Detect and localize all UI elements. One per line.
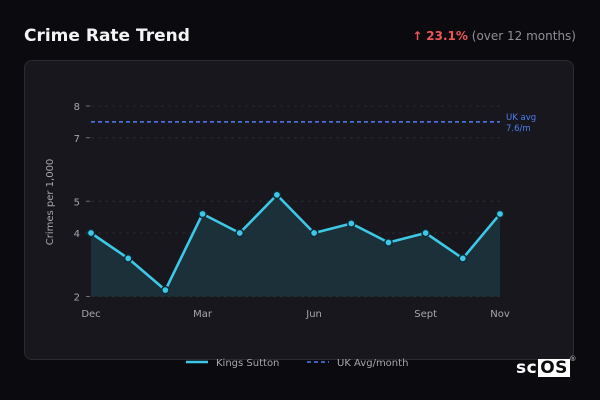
- x-tick-label-jun: Jun: [305, 309, 322, 320]
- legend: Kings Sutton UK Avg/month: [186, 358, 408, 369]
- data-point-dec[interactable]: [86, 228, 96, 238]
- uk-avg-label: UK avg: [506, 113, 536, 123]
- change-period: (over 12 months): [471, 29, 576, 43]
- scos-logo: sc OS ®: [516, 355, 576, 378]
- data-point-jan[interactable]: [123, 254, 133, 263]
- data-point-may[interactable]: [272, 190, 282, 200]
- chart-title: Crime Rate Trend: [24, 26, 190, 46]
- legend-label-uk-avg[interactable]: UK Avg/month: [337, 358, 408, 369]
- y-tick-label-2: 2: [74, 293, 80, 304]
- change-indicator: ↑ 23.1% (over 12 months): [412, 29, 576, 43]
- data-point-aug[interactable]: [384, 238, 393, 247]
- series-line-kings-sutton: [90, 193, 501, 292]
- data-point-feb[interactable]: [161, 285, 170, 295]
- data-point-apr[interactable]: [235, 228, 245, 238]
- data-point-sept[interactable]: [421, 228, 430, 238]
- data-point-oct[interactable]: [458, 254, 468, 263]
- x-tick-label-mar: Mar: [193, 309, 213, 320]
- y-tick-label-7: 7: [74, 134, 80, 145]
- logo-prefix: sc: [516, 358, 538, 378]
- data-point-jul[interactable]: [346, 219, 356, 228]
- x-tick-label-nov: Nov: [490, 309, 510, 320]
- y-axis-label: Crimes per 1,000: [45, 159, 56, 246]
- registered-mark: ®: [569, 355, 577, 363]
- data-point-nov[interactable]: [495, 209, 505, 219]
- x-tick-label-sept: Sept: [414, 309, 437, 320]
- chart-card: [24, 60, 574, 360]
- series-area-fill: [91, 194, 500, 297]
- legend-label-kings-sutton[interactable]: Kings Sutton: [216, 358, 279, 369]
- trend-up-icon: ↑: [412, 29, 423, 43]
- y-tick-label-4: 4: [74, 229, 80, 240]
- y-tick-label-5: 5: [74, 197, 80, 208]
- x-tick-label-dec: Dec: [81, 309, 100, 320]
- uk-avg-value-label: 7.6/m: [506, 124, 531, 134]
- change-percentage: 23.1%: [426, 29, 468, 43]
- y-tick-label-8: 8: [74, 102, 80, 113]
- logo-box: OS: [538, 358, 570, 378]
- data-point-mar[interactable]: [198, 209, 207, 219]
- data-point-jun[interactable]: [309, 228, 319, 238]
